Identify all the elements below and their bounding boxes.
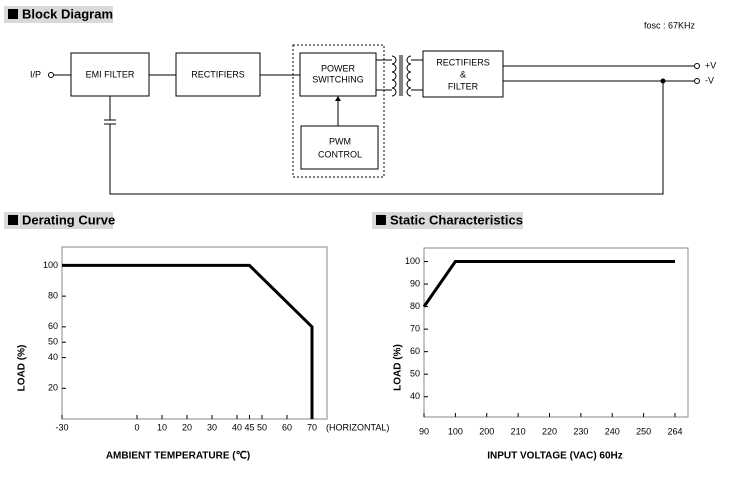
output-label: -V xyxy=(705,75,714,85)
header-icon xyxy=(8,9,18,19)
y-tick-label: 20 xyxy=(48,383,58,393)
block-label: FILTER xyxy=(448,81,479,91)
y-tick-label: 90 xyxy=(410,278,420,288)
x-tick-label: 30 xyxy=(207,422,217,432)
block xyxy=(422,50,504,98)
x-tick-label: 240 xyxy=(605,426,620,436)
section-title: Block Diagram xyxy=(22,6,113,21)
coil xyxy=(406,55,412,97)
section-header xyxy=(4,212,113,229)
chart-title: Static Characteristics xyxy=(390,212,523,227)
x-tick-label: 45 xyxy=(244,422,254,432)
block-label: PWM xyxy=(329,136,351,146)
input-label: I/P xyxy=(30,69,41,79)
y-tick-label: 100 xyxy=(405,256,420,266)
y-tick-label: 60 xyxy=(410,346,420,356)
terminal xyxy=(694,78,700,84)
section-header xyxy=(4,6,113,23)
block-label: RECTIFIERS xyxy=(191,69,245,79)
x-axis-label: INPUT VOLTAGE (VAC) 60Hz xyxy=(487,451,623,462)
y-tick-label: 100 xyxy=(43,260,58,270)
x-tick-label: 70 xyxy=(307,422,317,432)
y-tick-label: 50 xyxy=(410,369,420,379)
x-tick-label: 230 xyxy=(573,426,588,436)
x-tick-label: 0 xyxy=(134,422,139,432)
section-header xyxy=(372,212,523,229)
x-tick-label: 250 xyxy=(636,426,651,436)
y-tick-label: 40 xyxy=(410,391,420,401)
header-icon xyxy=(8,215,18,225)
plot-frame xyxy=(61,246,328,420)
x-tick-label: 210 xyxy=(511,426,526,436)
block xyxy=(70,52,150,97)
chart-title: Derating Curve xyxy=(22,212,115,227)
frequency: fosc : 67KHz xyxy=(644,20,696,30)
x-tick-label: 90 xyxy=(419,426,429,436)
block-label: POWER xyxy=(321,63,356,73)
x-tick-label: 200 xyxy=(479,426,494,436)
x-tick-label: 60 xyxy=(282,422,292,432)
x-axis-label: AMBIENT TEMPERATURE (℃) xyxy=(106,451,250,462)
x-tick-label: 20 xyxy=(182,422,192,432)
ground-wire xyxy=(104,81,664,195)
y-tick-label: 50 xyxy=(48,337,58,347)
block xyxy=(299,52,377,97)
x-tick-label: -30 xyxy=(55,422,68,432)
x-tick-label: 50 xyxy=(257,422,267,432)
y-tick-label: 80 xyxy=(410,301,420,311)
block-label: EMI FILTER xyxy=(86,69,135,79)
arrow xyxy=(335,96,341,101)
terminal xyxy=(48,72,54,78)
y-tick-label: 80 xyxy=(48,291,58,301)
x-tick-label: 264 xyxy=(667,426,682,436)
output-label: +V xyxy=(705,60,716,70)
plot-frame xyxy=(423,247,689,418)
block-label: CONTROL xyxy=(318,149,362,159)
series-line xyxy=(62,263,314,419)
y-axis-label: LOAD (%) xyxy=(393,344,404,391)
y-tick-label: 40 xyxy=(48,352,58,362)
block-label: RECTIFIERS xyxy=(436,57,490,67)
x-tick-label: 100 xyxy=(448,426,463,436)
y-tick-label: 60 xyxy=(48,321,58,331)
x-note: (HORIZONTAL) xyxy=(326,422,389,432)
block-label: & xyxy=(460,69,466,79)
coil xyxy=(391,55,397,97)
y-axis-label: LOAD (%) xyxy=(17,345,28,392)
terminal xyxy=(694,63,700,69)
x-tick-label: 40 xyxy=(232,422,242,432)
block xyxy=(175,52,261,97)
y-tick-label: 70 xyxy=(410,323,420,333)
header-icon xyxy=(376,215,386,225)
x-tick-label: 10 xyxy=(157,422,167,432)
x-tick-label: 220 xyxy=(542,426,557,436)
block-label: SWITCHING xyxy=(312,74,364,84)
series-line xyxy=(422,260,675,308)
block xyxy=(300,125,379,170)
dashed-group xyxy=(292,44,385,178)
